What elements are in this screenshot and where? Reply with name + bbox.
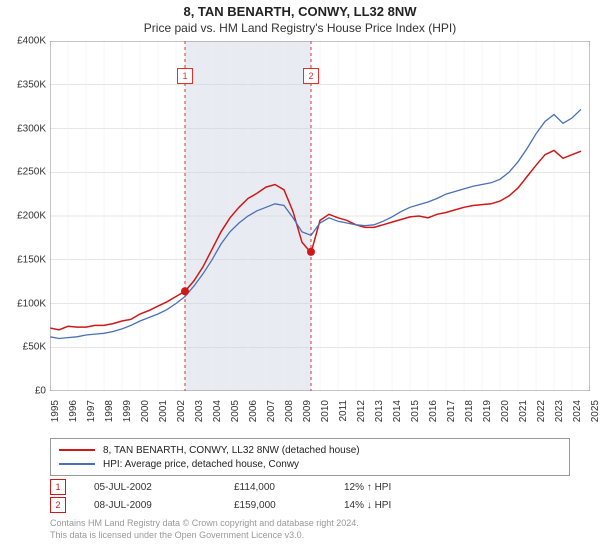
x-tick-label: 1996 — [68, 400, 79, 422]
x-tick-label: 2022 — [536, 400, 547, 422]
x-tick-label: 2002 — [176, 400, 187, 422]
marker-badge-icon: 1 — [50, 479, 66, 495]
x-tick-label: 2017 — [446, 400, 457, 422]
x-tick-label: 2006 — [248, 400, 259, 422]
x-tick-label: 2012 — [356, 400, 367, 422]
x-tick-label: 2016 — [428, 400, 439, 422]
x-tick-label: 2000 — [140, 400, 151, 422]
x-tick-label: 2015 — [410, 400, 421, 422]
x-tick-label: 2011 — [338, 400, 349, 422]
marker-date: 08-JUL-2009 — [94, 500, 234, 511]
legend-item: HPI: Average price, detached house, Conw… — [59, 457, 561, 471]
x-tick-label: 2009 — [302, 400, 313, 422]
table-row: 1 05-JUL-2002 £114,000 12% ↑ HPI — [50, 478, 570, 496]
marker-table: 1 05-JUL-2002 £114,000 12% ↑ HPI 2 08-JU… — [50, 478, 570, 514]
y-tick-label: £200K — [17, 211, 46, 222]
marker-badge-icon: 2 — [50, 497, 66, 513]
marker-hpi: 12% ↑ HPI — [344, 482, 484, 493]
x-tick-label: 2003 — [194, 400, 205, 422]
y-tick-label: £150K — [17, 254, 46, 265]
x-tick-label: 2023 — [554, 400, 565, 422]
x-tick-label: 1998 — [104, 400, 115, 422]
chart-svg — [50, 41, 590, 391]
x-axis-labels: 1995 1996 1997 1998 1999 2000 2001 2002 2003 2004… — [50, 396, 590, 434]
legend-swatch — [59, 449, 95, 451]
chart-marker-badge: 1 — [177, 68, 193, 84]
x-tick-label: 2010 — [320, 400, 331, 422]
x-tick-label: 1995 — [50, 400, 61, 422]
x-tick-label: 2024 — [572, 400, 583, 422]
y-tick-label: £0 — [35, 386, 46, 397]
legend-label: 8, TAN BENARTH, CONWY, LL32 8NW (detache… — [103, 445, 360, 456]
x-tick-label: 2007 — [266, 400, 277, 422]
x-tick-label: 2008 — [284, 400, 295, 422]
legend-swatch — [59, 463, 95, 465]
y-tick-label: £400K — [17, 36, 46, 47]
marker-price: £114,000 — [234, 482, 344, 493]
x-tick-label: 2004 — [212, 400, 223, 422]
y-tick-label: £350K — [17, 79, 46, 90]
x-tick-label: 1997 — [86, 400, 97, 422]
marker-date: 05-JUL-2002 — [94, 482, 234, 493]
footer-attribution: Contains HM Land Registry data © Crown c… — [50, 518, 570, 541]
legend: 8, TAN BENARTH, CONWY, LL32 8NW (detache… — [50, 438, 570, 476]
y-tick-label: £300K — [17, 123, 46, 134]
x-tick-label: 2005 — [230, 400, 241, 422]
chart-subtitle: Price paid vs. HM Land Registry's House … — [0, 19, 600, 41]
x-tick-label: 2019 — [482, 400, 493, 422]
chart-title: 8, TAN BENARTH, CONWY, LL32 8NW — [0, 0, 600, 19]
chart-marker-badge: 2 — [303, 68, 319, 84]
x-tick-label: 2025 — [590, 400, 600, 422]
y-tick-label: £100K — [17, 298, 46, 309]
legend-label: HPI: Average price, detached house, Conw… — [103, 459, 299, 470]
y-axis-labels: £0£50K£100K£150K£200K£250K£300K£350K£400… — [2, 41, 46, 391]
table-row: 2 08-JUL-2009 £159,000 14% ↓ HPI — [50, 496, 570, 514]
chart-plot-area: £0£50K£100K£150K£200K£250K£300K£350K£400… — [50, 41, 590, 391]
y-tick-label: £250K — [17, 167, 46, 178]
x-tick-label: 1999 — [122, 400, 133, 422]
legend-item: 8, TAN BENARTH, CONWY, LL32 8NW (detache… — [59, 443, 561, 457]
marker-hpi: 14% ↓ HPI — [344, 500, 484, 511]
x-tick-label: 2021 — [518, 400, 529, 422]
x-tick-label: 2018 — [464, 400, 475, 422]
marker-price: £159,000 — [234, 500, 344, 511]
footer-line: This data is licensed under the Open Gov… — [50, 530, 570, 542]
y-tick-label: £50K — [23, 342, 46, 353]
x-tick-label: 2020 — [500, 400, 511, 422]
x-tick-label: 2001 — [158, 400, 169, 422]
x-tick-label: 2013 — [374, 400, 385, 422]
x-tick-label: 2014 — [392, 400, 403, 422]
footer-line: Contains HM Land Registry data © Crown c… — [50, 518, 570, 530]
